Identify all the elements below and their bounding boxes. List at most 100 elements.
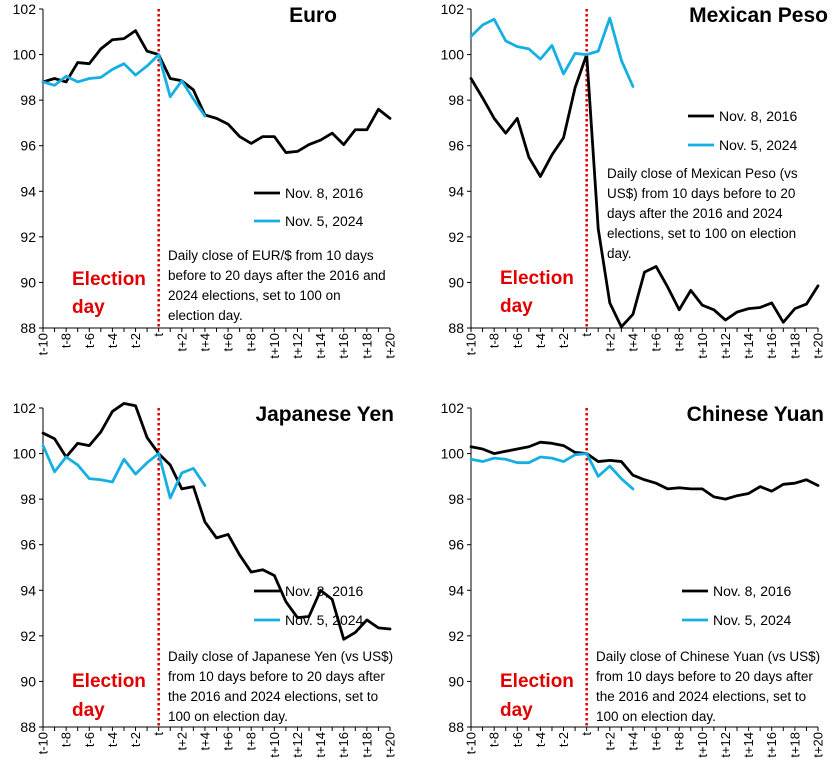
series-line-2016	[41, 402, 392, 641]
x-tick-label: t-6	[82, 333, 97, 348]
series-line-2016	[469, 440, 820, 501]
x-tick-label: t+4	[197, 732, 212, 750]
x-tick-label: t-8	[59, 333, 74, 348]
y-tick-label: 94	[20, 582, 36, 598]
legend-label: Nov. 5, 2024	[285, 612, 364, 628]
y-tick-label: 96	[20, 138, 36, 154]
chart-note-line: Daily close of Japanese Yen (vs US$)	[168, 649, 393, 664]
election-day-label: day	[72, 700, 105, 721]
y-tick-label: 98	[20, 92, 36, 108]
x-tick-label: t+8	[244, 732, 259, 750]
x-tick-label: t-4	[105, 333, 120, 348]
y-tick-label: 92	[20, 628, 36, 644]
x-tick-label: t-10	[36, 333, 51, 355]
legend-label: Nov. 5, 2024	[285, 213, 364, 229]
legend-label: Nov. 8, 2016	[713, 583, 792, 599]
x-tick-label: t+12	[290, 732, 305, 758]
y-tick-label: 102	[441, 400, 465, 416]
y-tick-label: 94	[448, 183, 464, 199]
x-tick-label: t+20	[383, 333, 398, 359]
y-tick-label: 102	[13, 1, 37, 17]
chart-note-line: the 2016 and 2024 elections, set to	[596, 689, 806, 704]
x-tick-label: t+2	[174, 732, 189, 750]
y-tick-label: 88	[20, 719, 36, 735]
x-tick-label: t+8	[672, 333, 687, 351]
y-tick-label: 92	[448, 229, 464, 245]
x-tick-label: t+14	[741, 732, 756, 758]
x-tick-label: t-4	[533, 732, 548, 747]
x-tick-label: t+8	[244, 333, 259, 351]
legend-label: Nov. 5, 2024	[713, 612, 792, 628]
x-tick-label: t-8	[59, 732, 74, 747]
x-tick-label: t+16	[336, 333, 351, 359]
y-tick-label: 100	[441, 446, 465, 462]
y-tick-label: 100	[13, 446, 37, 462]
chart-note-line: day.	[607, 246, 632, 261]
series-line-2024	[469, 16, 635, 88]
chart-note-line: before to 20 days after the 2016 and	[168, 268, 386, 283]
x-tick-label: t	[579, 333, 594, 337]
x-tick-label: t+2	[602, 333, 617, 351]
y-tick-label: 102	[13, 400, 37, 416]
y-tick-label: 98	[20, 491, 36, 507]
x-tick-label: t+2	[174, 333, 189, 351]
x-tick-label: t	[151, 732, 166, 736]
chart-note-line: from 10 days before to 20 days after	[168, 669, 385, 684]
x-tick-label: t+18	[787, 333, 802, 359]
y-tick-label: 90	[20, 274, 36, 290]
y-tick-label: 100	[13, 47, 37, 63]
chart-note-line: 100 on election day.	[168, 709, 288, 724]
chart-note-line: US$) from 10 days before to 20	[607, 186, 795, 201]
x-tick-label: t+16	[336, 732, 351, 758]
y-tick-label: 98	[448, 92, 464, 108]
chart-panel-2: 88 90 92 94 96 98 100 102 t-10 t-8 t-6 t-4 t-2 t t+2 t+…	[13, 400, 398, 758]
x-tick-label: t+6	[221, 732, 236, 750]
x-tick-label: t+20	[383, 732, 398, 758]
legend-label: Nov. 8, 2016	[285, 185, 364, 201]
x-tick-label: t	[579, 732, 594, 736]
x-tick-label: t-4	[533, 333, 548, 348]
chart-note-line: elections, set to 100 on election	[607, 226, 796, 241]
x-tick-label: t-2	[556, 732, 571, 747]
legend-label: Nov. 8, 2016	[285, 583, 364, 599]
chart-title: Chinese Yuan	[687, 403, 824, 426]
series-line-2024	[41, 444, 207, 500]
x-tick-label: t+4	[625, 333, 640, 351]
chart-panel-3: 88 90 92 94 96 98 100 102 t-10 t-8 t-6 t-4 t-2 t t+2 t+…	[441, 400, 826, 758]
chart-note-line: election day.	[168, 308, 243, 323]
x-tick-label: t+10	[267, 333, 282, 359]
chart-note-line: from 10 days before to 20 days after	[596, 669, 813, 684]
x-tick-label: t+6	[221, 333, 236, 351]
y-tick-label: 90	[20, 673, 36, 689]
x-tick-label: t-6	[510, 333, 525, 348]
y-tick-label: 92	[448, 628, 464, 644]
chart-panel-1: 88 90 92 94 96 98 100 102 t-10 t-8 t-6 t-4 t-2 t t+2 t+…	[441, 1, 828, 359]
x-tick-label: t+12	[718, 333, 733, 359]
y-tick-label: 88	[448, 320, 464, 336]
x-tick-label: t+18	[359, 732, 374, 758]
series-line-2016	[41, 29, 392, 154]
chart-note-line: 100 on election day.	[596, 709, 716, 724]
y-tick-label: 98	[448, 491, 464, 507]
x-tick-label: t-4	[105, 732, 120, 747]
series-line-2024	[41, 53, 207, 118]
chart-title: Euro	[289, 4, 337, 27]
chart-title: Japanese Yen	[255, 403, 394, 426]
x-tick-label: t-8	[487, 732, 502, 747]
x-tick-label: t-6	[82, 732, 97, 747]
legend-label: Nov. 5, 2024	[719, 137, 798, 153]
x-tick-label: t+6	[649, 333, 664, 351]
x-tick-label: t+14	[313, 732, 328, 758]
x-tick-label: t+18	[787, 732, 802, 758]
x-tick-label: t+4	[197, 333, 212, 351]
y-tick-label: 92	[20, 229, 36, 245]
x-tick-label: t+16	[764, 333, 779, 359]
y-tick-label: 102	[441, 1, 465, 17]
x-tick-label: t+18	[359, 333, 374, 359]
election-day-label: Election	[500, 671, 574, 692]
x-tick-label: t+14	[741, 333, 756, 359]
chart-note-line: 2024 elections, set to 100 on	[168, 288, 341, 303]
y-tick-label: 94	[448, 582, 464, 598]
x-tick-label: t+20	[811, 732, 826, 758]
